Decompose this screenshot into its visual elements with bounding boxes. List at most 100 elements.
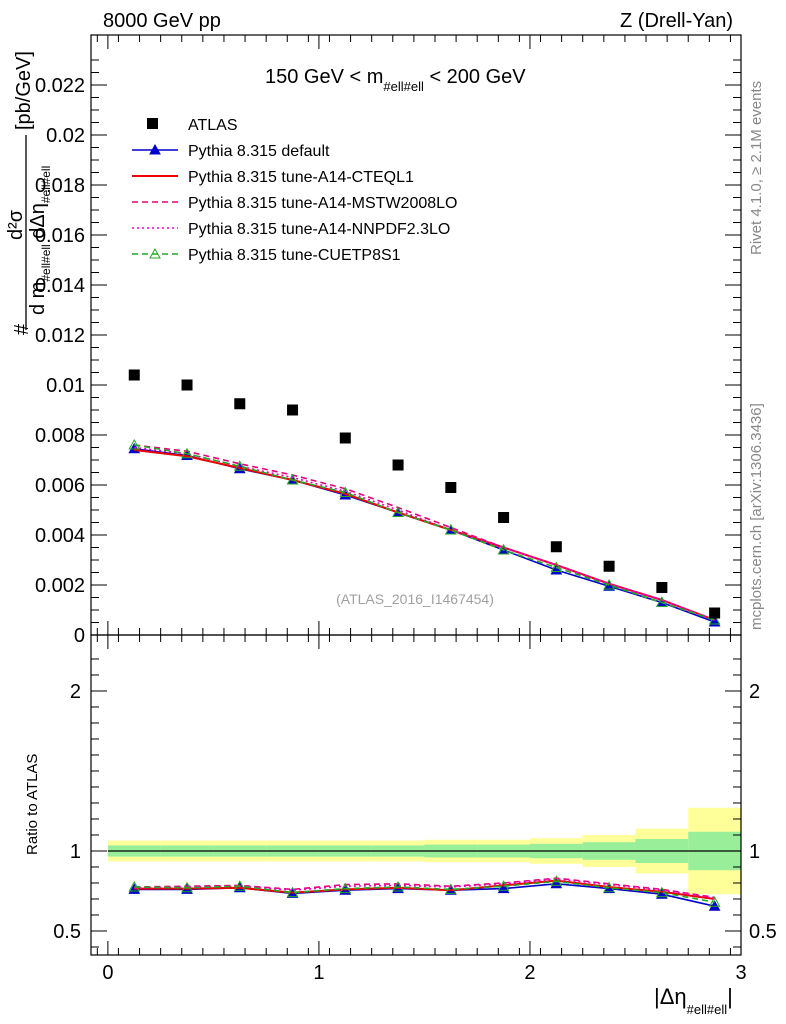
x-axis-label-main: |Δη (654, 984, 687, 1009)
mc-point-5 (286, 473, 299, 485)
y-tick-label: 0.012 (35, 325, 85, 347)
mc-point-5 (497, 543, 510, 555)
y-tick-label: 0 (74, 625, 85, 647)
collision-label: 8000 GeV pp (103, 10, 221, 32)
mass-range-title-sub: #ell#ell (383, 79, 424, 94)
atlas-data-point (181, 379, 193, 391)
y-tick-label: 0.014 (35, 275, 85, 297)
atlas-data-point (550, 541, 562, 553)
mass-range-title-post: < 200 GeV (424, 66, 526, 88)
y-tick-label: 0.006 (35, 475, 85, 497)
x-axis-label: |Δη#ell#ell| (654, 984, 733, 1017)
ratio-axis-label: Ratio to ATLAS (24, 754, 41, 855)
y-tick-label: 0.022 (35, 75, 85, 97)
mass-range-title: 150 GeV < m#ell#ell < 200 GeV (265, 66, 526, 94)
mc-point-5 (233, 460, 246, 471)
legend-label-3: Pythia 8.315 tune-A14-MSTW2008LO (188, 195, 457, 212)
x-tick-label: 1 (313, 962, 324, 984)
mc-ratio-point-5 (444, 883, 457, 894)
ratio-y-tick-label: 2 (70, 681, 81, 703)
ratio-y-tick-label-right: 1 (749, 841, 760, 863)
y-axis-denominator-main: d m (27, 282, 49, 315)
y-axis-label: [pb/GeV] # d²σ d m#ell#ell dΔη#ell#ell (5, 51, 53, 335)
mc-ratio-point-5 (497, 880, 510, 891)
mass-range-title-pre: 150 GeV < m (265, 66, 383, 88)
y-axis-hash: # (11, 323, 33, 335)
ratio-y-tick-label: 1 (70, 841, 81, 863)
y-tick-label: 0.002 (35, 575, 85, 597)
mc-ratio-curve-4 (134, 878, 715, 899)
atlas-data-point (339, 432, 351, 444)
ratio-y-tick-label: 0.5 (53, 921, 81, 943)
mc-ratio-point-5 (233, 880, 246, 891)
x-tick-label: 2 (524, 962, 535, 984)
mc-point-5 (550, 561, 563, 572)
mc-curve-5 (134, 444, 715, 621)
analysis-label: (ATLAS_2016_I1467454) (336, 591, 494, 607)
y-tick-label: 0.018 (35, 175, 85, 197)
x-tick-label: 3 (735, 962, 746, 984)
mcplots-label: mcplots.cern.ch [arXiv:1306.3436] (748, 403, 765, 630)
x-axis-label-sub: #ell#ell (687, 1002, 728, 1017)
mc-point-5 (603, 578, 615, 590)
atlas-data-point (392, 459, 404, 471)
y-axis-numerator: d²σ (5, 209, 27, 240)
atlas-data-point (287, 404, 299, 416)
y-axis-unit: [pb/GeV] (13, 51, 35, 130)
y-tick-label: 0.01 (46, 375, 85, 397)
x-tick-label: 0 (102, 962, 113, 984)
mc-ratio-curve-3 (134, 877, 715, 899)
legend-marker-5 (149, 247, 161, 259)
atlas-data-point (128, 369, 140, 381)
y-tick-label: 0.016 (35, 225, 85, 247)
rivet-version-label: Rivet 4.1.0, ≥ 2.1M events (748, 81, 765, 255)
mc-ratio-point-5 (656, 886, 668, 898)
ratio-plot-frame (90, 634, 742, 956)
mc-curve-3 (134, 444, 715, 621)
legend-label-5: Pythia 8.315 tune-CUETP8S1 (188, 247, 401, 264)
legend-label-1: Pythia 8.315 default (188, 143, 330, 160)
y-axis-denominator: d m#ell#ell dΔη#ell#ell (27, 166, 53, 315)
mc-point-5 (444, 523, 457, 535)
atlas-data-point (656, 582, 668, 593)
mc-ratio-point-5 (603, 881, 615, 893)
atlas-data-point (498, 512, 510, 523)
mc-point-5 (181, 447, 193, 459)
legend-marker-1 (149, 143, 161, 155)
mc-point-1 (603, 580, 615, 591)
mc-ratio-point-5 (286, 886, 299, 898)
legend-atlas-marker (147, 118, 158, 129)
y-tick-label: 0.004 (35, 525, 85, 547)
process-label: Z (Drell-Yan) (620, 10, 733, 32)
mc-point-5 (339, 486, 352, 497)
y-axis-denominator-post: dΔη (27, 203, 49, 244)
mc-ratio-point-5 (550, 875, 563, 886)
mc-ratio-point-5 (128, 880, 141, 892)
mc-ratio-point-5 (392, 880, 404, 892)
y-tick-label: 0.02 (46, 125, 85, 147)
mc-point-5 (392, 506, 404, 517)
y-tick-label: 0.008 (35, 425, 85, 447)
legend: ATLAS Pythia 8.315 default Pythia 8.315 tu… (132, 117, 457, 264)
legend-atlas-label: ATLAS (188, 117, 238, 134)
atlas-data-point (445, 482, 457, 493)
y-axis-denominator-sub: #ell#ell (39, 244, 53, 281)
x-axis-label-post: | (727, 984, 733, 1009)
y-axis-denominator-sub2: #ell#ell (39, 166, 53, 203)
atlas-data-point (603, 560, 615, 572)
atlas-data-point (234, 398, 246, 410)
mc-point-5 (128, 438, 141, 450)
ratio-plot-panel: 0 1 2 30.5 0.51 12 2 (53, 634, 777, 984)
main-plot-panel: 0 0.002 0.004 0.006 0.008 0.01 0.012 0.014 0.016… (35, 34, 742, 955)
atlas-data-point (709, 607, 721, 619)
ratio-y-tick-label-right: 0.5 (749, 921, 777, 943)
mc-ratio-point-5 (181, 881, 193, 893)
ratio-y-tick-label-right: 2 (749, 681, 760, 703)
mc-ratio-point-5 (708, 896, 721, 907)
mc-point-5 (656, 596, 668, 607)
mc-ratio-point-5 (339, 882, 352, 894)
mc-ratio-curve-5 (134, 880, 715, 903)
legend-label-4: Pythia 8.315 tune-A14-NNPDF2.3LO (188, 221, 450, 238)
mc-curve-4 (134, 446, 715, 621)
